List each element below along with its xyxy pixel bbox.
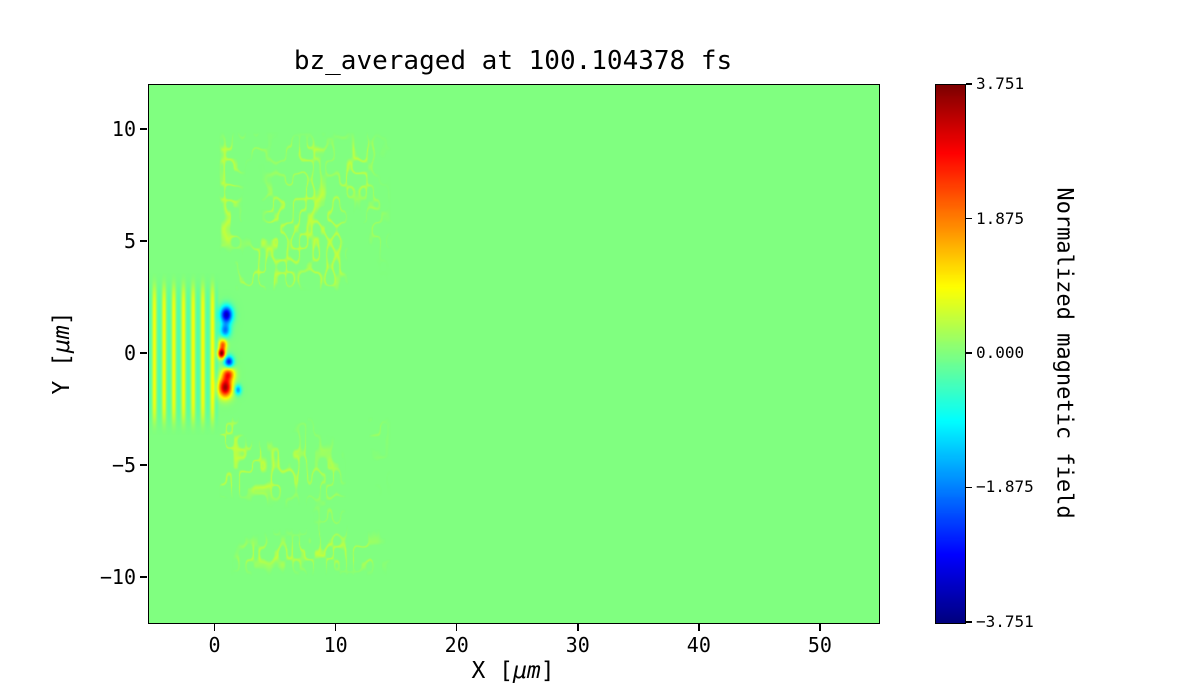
x-tick-mark [698,624,700,631]
y-tick-label: −5 [111,453,136,478]
x-axis-label-unit: μm [512,658,541,684]
y-tick-mark [140,464,147,466]
colorbar [935,84,966,624]
y-tick-mark [140,576,147,578]
x-tick-label: 30 [565,633,590,657]
colorbar-canvas [936,85,965,623]
y-tick-label: 0 [123,341,136,365]
colorbar-tick-mark [966,217,972,220]
colorbar-tick-label: 1.875 [976,208,1025,228]
y-axis-label-post: ] [49,311,75,326]
x-tick-mark [334,624,337,631]
y-tick-mark [140,240,147,242]
y-tick-label: 10 [111,116,136,141]
colorbar-tick-label: 0.000 [976,343,1025,362]
x-tick-label: 50 [807,633,832,657]
colorbar-tick-mark [966,486,972,489]
y-tick-label: −10 [99,565,136,590]
y-tick-label: 5 [123,228,136,253]
x-tick-label: 20 [444,633,469,657]
y-tick-mark [140,128,147,130]
x-axis-label-pre: X [ [471,658,513,684]
heatmap-canvas [149,85,879,623]
colorbar-tick-label: −1.875 [976,477,1034,497]
x-axis-label: X [μm] [148,658,878,684]
x-tick-mark [455,624,458,631]
x-tick-label: 40 [686,633,711,657]
y-tick-mark [140,352,147,354]
colorbar-tick-label: 3.751 [976,74,1025,93]
x-tick-label: 0 [208,633,221,657]
colorbar-tick-mark [966,621,972,623]
chart-title: bz_averaged at 100.104378 fs [293,46,733,76]
x-tick-label: 10 [323,633,348,657]
plot-area [148,84,880,624]
x-tick-mark [213,624,216,631]
colorbar-tick-mark [966,352,972,354]
colorbar-tick-mark [966,83,972,85]
x-axis-label-post: ] [540,658,555,684]
x-tick-mark [577,624,579,631]
x-tick-mark [819,624,821,631]
colorbar-tick-label: −3.751 [976,612,1034,631]
